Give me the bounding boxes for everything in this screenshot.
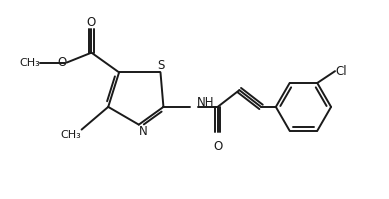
Text: O: O: [87, 16, 96, 29]
Text: O: O: [58, 56, 67, 69]
Text: S: S: [157, 59, 164, 72]
Text: Cl: Cl: [335, 65, 347, 78]
Text: CH₃: CH₃: [61, 130, 82, 139]
Text: O: O: [213, 140, 222, 153]
Text: NH: NH: [197, 97, 214, 109]
Text: N: N: [139, 125, 147, 138]
Text: CH₃: CH₃: [19, 58, 40, 67]
